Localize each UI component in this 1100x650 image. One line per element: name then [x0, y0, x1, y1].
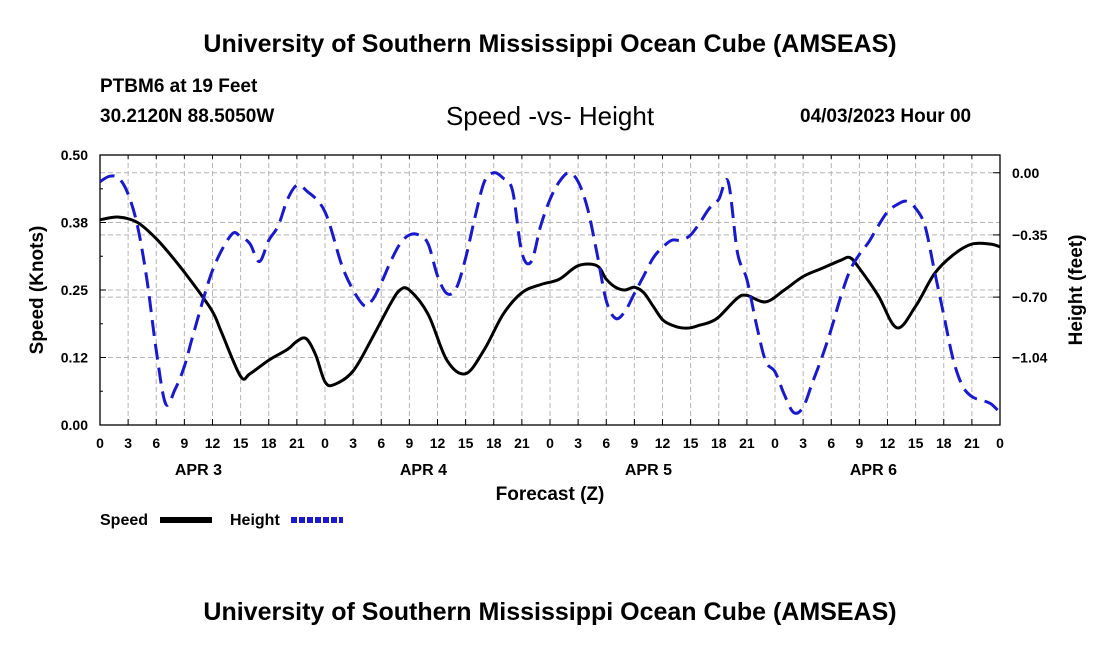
legend-speed-label: Speed [100, 512, 148, 529]
y-right-tick-label: −0.35 [1012, 227, 1048, 243]
x-tick-label: 3 [799, 435, 807, 451]
y-axis-left-title: Speed (Knots) [27, 226, 48, 355]
x-day-label: APR 4 [400, 462, 447, 479]
x-day-label: APR 3 [175, 462, 222, 479]
y-right-tick-label: 0.00 [1012, 165, 1039, 181]
chart-title: Speed -vs- Height [445, 101, 655, 131]
x-day-label: APR 6 [850, 462, 897, 479]
x-tick-label: 0 [546, 435, 554, 451]
x-tick-label: 9 [405, 435, 413, 451]
y-right-tick-label: −1.04 [1012, 350, 1048, 366]
x-tick-label: 0 [996, 435, 1004, 451]
series-layer [99, 171, 1002, 415]
coordinates-label: 30.2120N 88.5050W [100, 106, 275, 127]
x-tick-label: 15 [458, 435, 474, 451]
x-tick-label: 3 [574, 435, 582, 451]
axes-layer: 0 3 6 9 12 15 18 21 0 3 6 9 12 15 18 21 0 3 6 9 12 15 18 21 0 3 6 9… [61, 147, 1048, 479]
y-left-tick-label: 0.50 [61, 147, 88, 163]
x-tick-label: 15 [908, 435, 924, 451]
x-tick-label: 0 [96, 435, 104, 451]
series-speed-line [99, 215, 1001, 388]
x-tick-label: 3 [124, 435, 132, 451]
station-label: PTBM6 at 19 Feet [100, 76, 258, 97]
x-tick-label: 9 [855, 435, 863, 451]
x-axis-title: Forecast (Z) [496, 484, 605, 505]
legend-height-label: Height [230, 512, 280, 529]
x-tick-label: 9 [630, 435, 638, 451]
series-height-line [99, 171, 1002, 415]
grid-layer [100, 155, 1000, 425]
x-tick-label: 21 [514, 435, 530, 451]
y-left-tick-label: 0.25 [61, 282, 88, 298]
x-tick-label: 12 [880, 435, 896, 451]
x-tick-label: 3 [349, 435, 357, 451]
footer-title: University of Southern Mississippi Ocean… [203, 598, 897, 626]
y-axis-right-title: Height (feet) [1066, 235, 1087, 346]
x-tick-label: 21 [964, 435, 980, 451]
x-day-label: APR 5 [625, 462, 672, 479]
x-tick-label: 6 [377, 435, 385, 451]
x-tick-label: 21 [739, 435, 755, 451]
x-tick-label: 12 [430, 435, 446, 451]
x-tick-label: 6 [602, 435, 610, 451]
x-tick-label: 18 [936, 435, 952, 451]
legend: Speed Height [100, 512, 343, 529]
x-tick-label: 21 [289, 435, 305, 451]
x-tick-label: 6 [827, 435, 835, 451]
y-left-tick-label: 0.38 [61, 215, 88, 231]
forecast-datetime: 04/03/2023 Hour 00 [800, 106, 972, 127]
x-tick-label: 18 [486, 435, 502, 451]
x-tick-label: 9 [180, 435, 188, 451]
x-tick-label: 15 [683, 435, 699, 451]
x-tick-label: 0 [771, 435, 779, 451]
y-left-tick-label: 0.12 [61, 350, 88, 366]
x-tick-label: 12 [655, 435, 671, 451]
main-title: University of Southern Mississippi Ocean… [203, 30, 897, 58]
y-right-tick-label: −0.70 [1012, 289, 1048, 305]
x-tick-label: 18 [261, 435, 277, 451]
x-tick-label: 18 [711, 435, 727, 451]
x-tick-label: 6 [152, 435, 160, 451]
plot-frame [99, 154, 1001, 426]
x-tick-label: 0 [321, 435, 329, 451]
y-left-tick-label: 0.00 [61, 417, 88, 433]
x-tick-label: 15 [233, 435, 249, 451]
x-tick-label: 12 [205, 435, 221, 451]
